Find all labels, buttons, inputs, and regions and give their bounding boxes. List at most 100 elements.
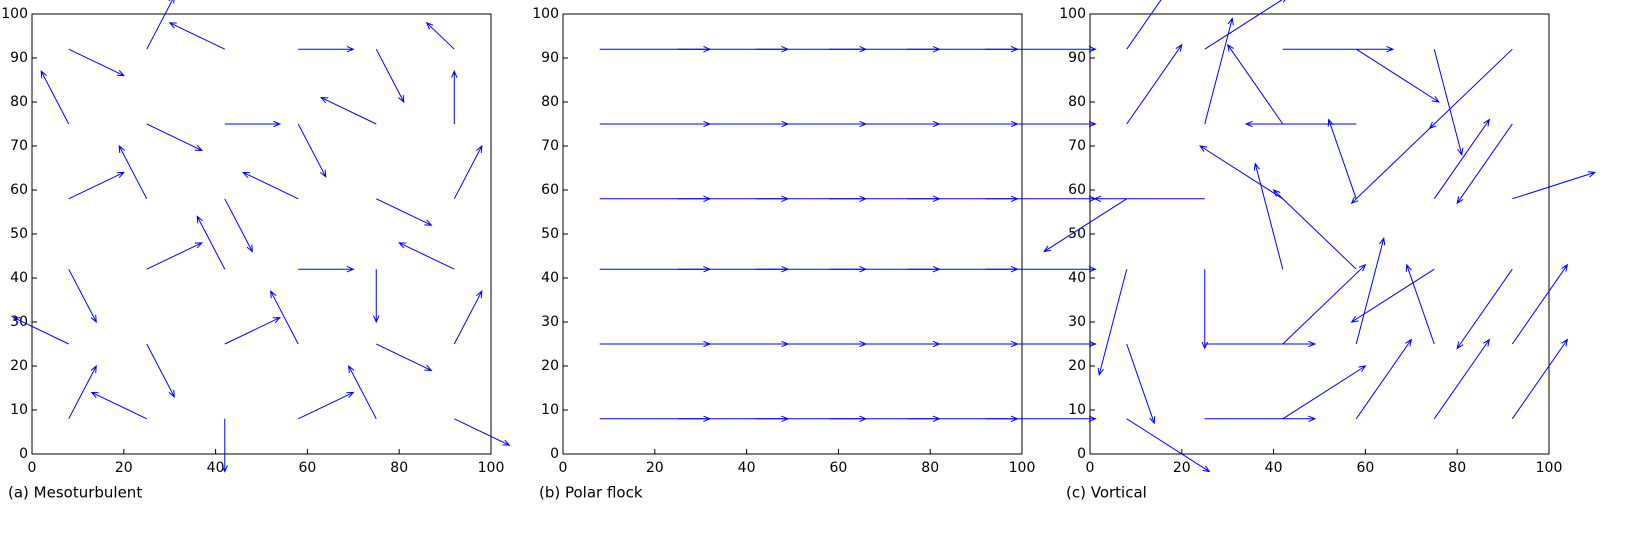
- y-tick-label: 70: [541, 138, 559, 154]
- arrow: [1327, 118, 1357, 199]
- arrow: [146, 242, 203, 270]
- arrow: [320, 97, 377, 125]
- arrow: [1199, 145, 1284, 200]
- arrow: [1201, 269, 1208, 350]
- x-tick-label: 40: [1265, 460, 1283, 476]
- arrow: [985, 340, 1097, 348]
- y-tick-label: 70: [10, 138, 28, 154]
- y-tick-label: 70: [1068, 138, 1086, 154]
- y-tick-label: 50: [10, 226, 28, 242]
- arrow: [90, 391, 147, 420]
- arrow: [1511, 338, 1569, 420]
- y-tick-label: 100: [1059, 6, 1086, 22]
- arrow: [1282, 263, 1367, 345]
- arrow: [40, 70, 70, 125]
- arrow: [1093, 195, 1205, 202]
- arrow: [1204, 415, 1317, 422]
- y-tick-label: 0: [19, 446, 28, 462]
- x-tick-label: 20: [115, 460, 133, 476]
- arrow: [241, 171, 299, 200]
- arrow: [68, 48, 125, 77]
- x-tick-label: 40: [207, 460, 225, 476]
- arrow: [146, 343, 175, 398]
- y-tick-label: 100: [532, 6, 559, 22]
- y-tick-label: 10: [541, 402, 559, 418]
- arrow: [118, 144, 148, 200]
- y-tick-label: 100: [1, 6, 28, 22]
- arrow: [1043, 198, 1127, 253]
- arrow: [1126, 343, 1156, 425]
- arrow: [376, 198, 433, 226]
- arrow: [985, 46, 1097, 53]
- y-tick-label: 50: [541, 226, 559, 242]
- arrow: [1405, 263, 1435, 345]
- y-tick-label: 80: [1068, 94, 1086, 110]
- y-tick-label: 40: [541, 270, 559, 286]
- arrow: [297, 123, 327, 178]
- arrow: [1511, 263, 1569, 345]
- y-tick-label: 10: [10, 402, 28, 418]
- arrow: [1253, 162, 1284, 270]
- plot-frame: [31, 13, 492, 455]
- arrow: [68, 171, 125, 200]
- x-tick-label: 80: [1448, 460, 1466, 476]
- x-tick-label: 100: [1536, 460, 1563, 476]
- arrow: [146, 123, 203, 151]
- panel-caption: (a) Mesoturbulent: [8, 484, 142, 502]
- arrow: [298, 46, 355, 53]
- arrow: [454, 418, 511, 446]
- x-tick-label: 0: [559, 460, 568, 476]
- y-tick-label: 0: [1077, 446, 1086, 462]
- arrow: [270, 290, 299, 345]
- arrow: [1126, 43, 1183, 125]
- arrow: [348, 364, 377, 420]
- arrow: [985, 120, 1097, 128]
- x-tick-label: 40: [738, 460, 756, 476]
- arrow: [224, 198, 253, 253]
- y-tick-label: 30: [1068, 314, 1086, 330]
- arrow: [985, 266, 1097, 273]
- x-tick-label: 80: [390, 460, 408, 476]
- x-tick-label: 20: [1173, 460, 1191, 476]
- x-tick-label: 100: [478, 460, 505, 476]
- y-tick-label: 40: [1068, 270, 1086, 286]
- x-tick-label: 60: [829, 460, 847, 476]
- arrow: [196, 215, 226, 270]
- y-tick-label: 60: [1068, 182, 1086, 198]
- y-tick-label: 60: [541, 182, 559, 198]
- panel-caption: (b) Polar flock: [539, 484, 643, 502]
- y-tick-label: 20: [10, 358, 28, 374]
- y-tick-label: 50: [1068, 226, 1086, 242]
- y-tick-label: 90: [1068, 50, 1086, 66]
- arrow: [1204, 0, 1286, 50]
- arrow: [1456, 268, 1513, 350]
- arrow: [1350, 268, 1435, 323]
- arrow: [425, 21, 455, 50]
- arrow: [298, 266, 355, 273]
- arrow: [453, 144, 483, 200]
- arrow: [1433, 49, 1464, 157]
- arrow: [985, 415, 1097, 422]
- x-tick-label: 0: [1086, 460, 1095, 476]
- arrow: [1204, 340, 1317, 348]
- arrow: [1244, 120, 1357, 128]
- arrow: [168, 22, 225, 50]
- plot-frame: [562, 13, 1023, 455]
- y-tick-label: 20: [1068, 358, 1086, 374]
- arrow: [1433, 338, 1491, 420]
- arrow: [1350, 123, 1435, 205]
- y-tick-label: 0: [550, 446, 559, 462]
- y-tick-label: 40: [10, 270, 28, 286]
- arrow: [1126, 418, 1211, 473]
- arrow: [453, 290, 483, 345]
- arrow: [68, 268, 97, 324]
- arrow: [1355, 338, 1413, 420]
- x-tick-label: 20: [646, 460, 664, 476]
- arrow: [12, 317, 69, 345]
- arrow: [68, 364, 97, 420]
- arrow: [1282, 46, 1395, 53]
- arrow: [1126, 0, 1162, 50]
- y-tick-label: 90: [10, 50, 28, 66]
- arrow: [224, 317, 282, 345]
